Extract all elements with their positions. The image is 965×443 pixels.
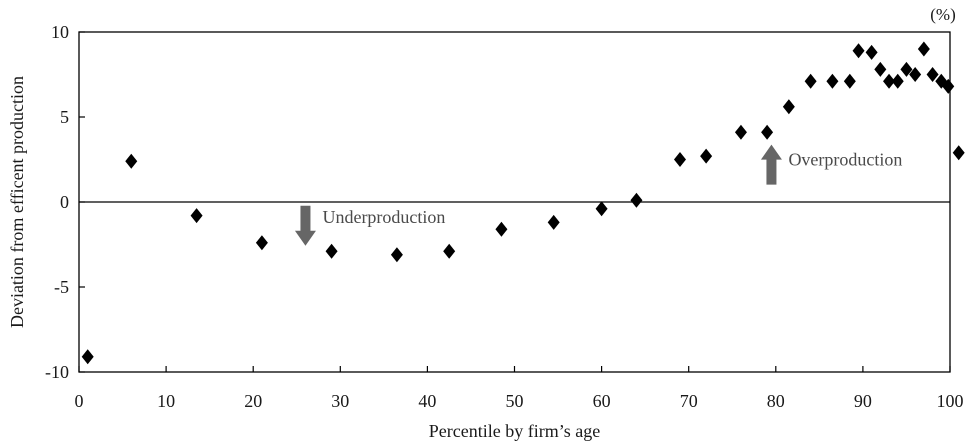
data-point — [443, 243, 456, 259]
x-axis-title: Percentile by firm’s age — [429, 421, 600, 441]
data-point — [782, 99, 795, 115]
data-point — [804, 73, 817, 89]
data-point — [630, 192, 643, 208]
data-point — [852, 43, 865, 59]
x-tick-label: 10 — [157, 391, 175, 411]
data-points — [81, 41, 965, 365]
data-point — [734, 124, 747, 140]
data-point — [761, 124, 774, 140]
annotation-arrow-up — [760, 144, 782, 185]
data-point — [826, 73, 839, 89]
data-point — [942, 78, 955, 94]
data-point — [843, 73, 856, 89]
x-tick-label: 60 — [593, 391, 611, 411]
y-tick-label: -10 — [45, 362, 69, 382]
data-point — [190, 208, 203, 224]
annotation-arrow-down — [294, 205, 316, 246]
x-tick-label: 40 — [418, 391, 436, 411]
data-point — [325, 243, 338, 259]
x-tick-label: 30 — [331, 391, 349, 411]
data-point — [952, 145, 965, 161]
data-point — [909, 67, 922, 82]
annotation-label: Underproduction — [322, 207, 445, 227]
data-point — [891, 73, 904, 89]
y-axis-ticks: -10 -5 0 5 10 — [45, 22, 85, 382]
x-tick-label: 0 — [75, 391, 84, 411]
annotations: Underproduction Overproduction — [294, 144, 902, 246]
data-point — [547, 214, 560, 230]
data-point — [700, 148, 713, 164]
x-tick-label: 100 — [937, 391, 964, 411]
y-tick-label: 5 — [60, 107, 69, 127]
data-point — [125, 153, 138, 169]
data-point — [595, 201, 608, 217]
data-point — [81, 349, 94, 365]
data-point — [874, 61, 887, 77]
x-tick-label: 50 — [506, 391, 524, 411]
y-axis-title: Deviation from efficent production — [7, 76, 27, 328]
unit-label: (%) — [930, 5, 955, 24]
data-point — [390, 247, 403, 263]
y-tick-label: 10 — [51, 22, 69, 42]
x-tick-label: 90 — [854, 391, 872, 411]
x-tick-label: 80 — [767, 391, 785, 411]
data-point — [255, 235, 268, 251]
annotation-label: Overproduction — [788, 150, 902, 170]
y-tick-label: 0 — [60, 192, 69, 212]
x-tick-label: 20 — [244, 391, 262, 411]
y-tick-label: -5 — [54, 277, 69, 297]
data-point — [495, 221, 508, 237]
data-point — [883, 73, 896, 89]
data-point — [917, 41, 930, 57]
x-axis-ticks: 0 10 20 30 40 50 60 70 80 90 100 — [75, 366, 964, 411]
data-point — [900, 61, 913, 77]
data-point — [673, 152, 686, 167]
data-point — [926, 67, 939, 82]
data-point — [865, 44, 878, 60]
x-tick-label: 70 — [680, 391, 698, 411]
